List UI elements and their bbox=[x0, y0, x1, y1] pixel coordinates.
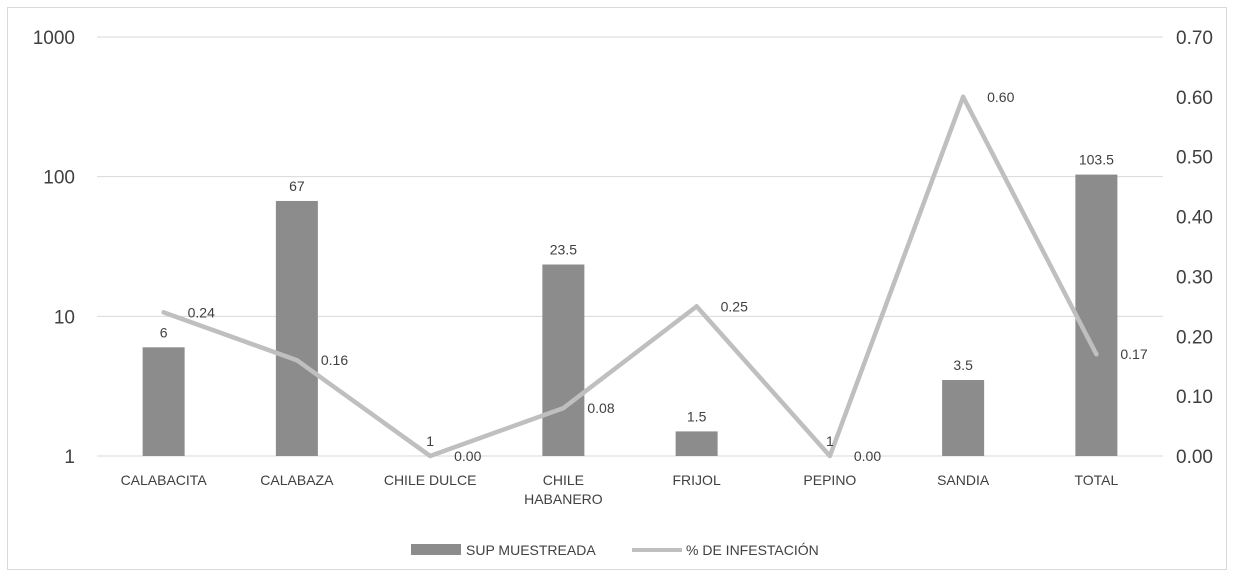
line-point bbox=[561, 405, 566, 411]
bar-value-label: 3.5 bbox=[953, 357, 973, 373]
bar-value-label: 1 bbox=[826, 433, 834, 449]
bar bbox=[1075, 174, 1118, 456]
legend-swatch-bar bbox=[411, 544, 461, 555]
line-point bbox=[827, 453, 833, 459]
category-axis: CALABACITA CALABAZA CHILE DULCE CHILE HABANE… bbox=[121, 472, 1119, 507]
category-label: CHILE DULCE bbox=[384, 472, 477, 488]
bar bbox=[942, 380, 985, 456]
line-point bbox=[1094, 352, 1099, 357]
category-label: FRIJOL bbox=[673, 472, 721, 488]
bar-value-label: 67 bbox=[289, 178, 305, 194]
category-label: PEPINO bbox=[803, 472, 856, 488]
left-tick-label: 10 bbox=[54, 307, 75, 328]
line-value-label: 0.24 bbox=[188, 304, 215, 320]
line-value-label: 0.08 bbox=[587, 400, 614, 416]
line-value-label: 0.17 bbox=[1120, 346, 1147, 362]
bar-series bbox=[142, 174, 1118, 456]
category-label: CHILE HABANERO bbox=[524, 472, 603, 507]
line-point bbox=[427, 453, 433, 459]
line-point bbox=[294, 358, 300, 363]
bar-value-label: 6 bbox=[160, 324, 168, 340]
bar bbox=[275, 200, 318, 456]
bar bbox=[142, 347, 185, 456]
line-value-label: 0.00 bbox=[854, 448, 881, 464]
line-value-label: 0.25 bbox=[721, 298, 748, 314]
left-axis: 1 10 100 1000 bbox=[33, 28, 75, 468]
right-tick-label: 0.00 bbox=[1176, 447, 1213, 468]
line-point bbox=[694, 304, 699, 309]
line-value-label: 0.00 bbox=[454, 448, 481, 464]
left-tick-label: 1000 bbox=[33, 28, 75, 49]
line-point bbox=[960, 94, 966, 100]
left-tick-label: 100 bbox=[43, 168, 75, 189]
right-tick-label: 0.60 bbox=[1176, 88, 1213, 109]
bar-value-label: 1.5 bbox=[687, 408, 707, 424]
gridlines bbox=[97, 36, 1163, 457]
right-tick-label: 0.70 bbox=[1176, 28, 1213, 49]
left-tick-label: 1 bbox=[64, 447, 75, 468]
bar-value-label: 23.5 bbox=[550, 242, 577, 258]
category-label: SANDIA bbox=[937, 472, 990, 488]
legend-label-bar: SUP MUESTREADA bbox=[466, 542, 596, 558]
line-value-label: 0.60 bbox=[987, 89, 1014, 105]
right-tick-label: 0.30 bbox=[1176, 267, 1213, 288]
line-series bbox=[161, 94, 1099, 459]
category-label: CALABAZA bbox=[260, 472, 334, 488]
bar bbox=[542, 264, 585, 456]
chart-frame bbox=[7, 7, 1227, 570]
infestation-line bbox=[161, 94, 1099, 459]
right-tick-label: 0.10 bbox=[1176, 387, 1213, 408]
right-axis: 0.00 0.10 0.20 0.30 0.40 0.50 0.60 0.70 bbox=[1176, 28, 1213, 468]
legend-label-line: % DE INFESTACIÓN bbox=[686, 542, 819, 558]
bar-value-label: 103.5 bbox=[1079, 152, 1114, 168]
legend: SUP MUESTREADA % DE INFESTACIÓN bbox=[411, 542, 819, 558]
bar bbox=[675, 431, 718, 456]
line-value-label: 0.16 bbox=[321, 352, 348, 368]
category-label: TOTAL bbox=[1074, 472, 1118, 488]
category-label: CALABACITA bbox=[121, 472, 208, 488]
right-tick-label: 0.40 bbox=[1176, 208, 1213, 229]
data-labels: 6 67 1 23.5 1.5 1 3.5 103.5 0.24 0.16 0.00 0.08 0.25… bbox=[160, 89, 1148, 464]
right-tick-label: 0.50 bbox=[1176, 148, 1213, 169]
bar-value-label: 1 bbox=[426, 433, 434, 449]
right-tick-label: 0.20 bbox=[1176, 327, 1213, 348]
line-point bbox=[161, 310, 166, 315]
